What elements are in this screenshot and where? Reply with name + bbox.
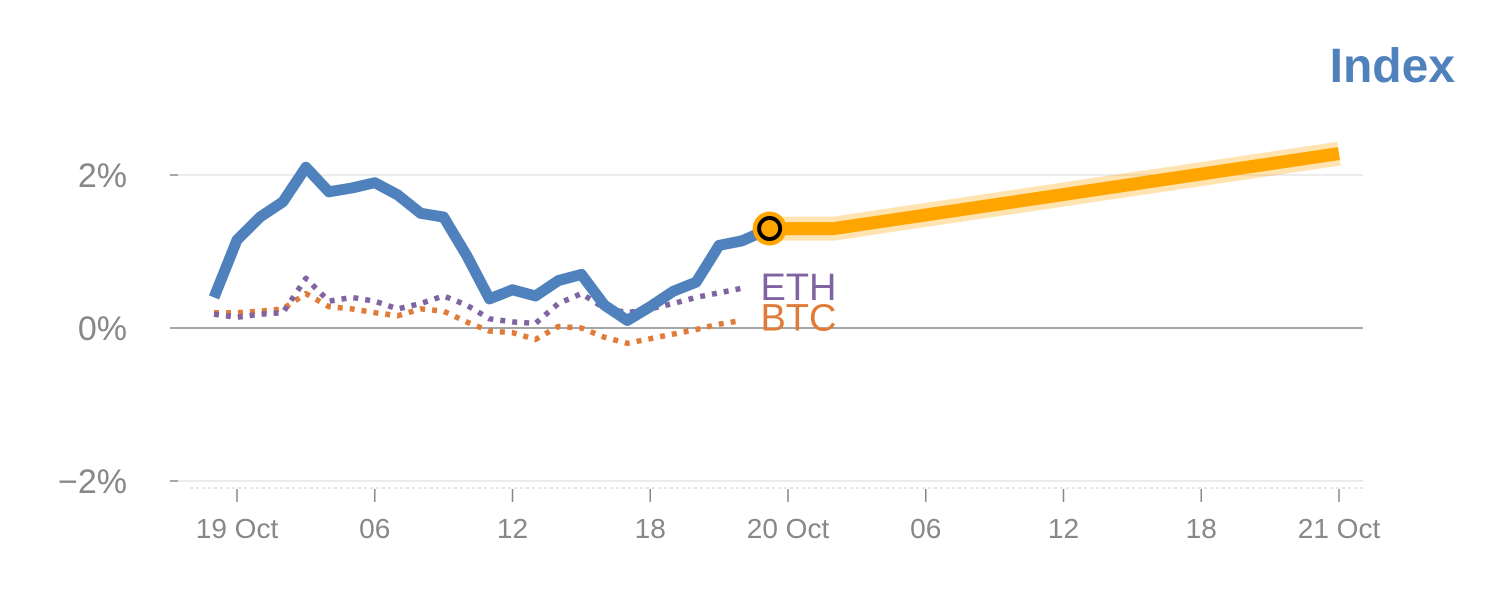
series-line-index xyxy=(208,161,772,326)
y-tick-label: 2% xyxy=(78,157,127,195)
series-label-eth: ETH xyxy=(760,267,836,309)
x-axis: 19 Oct 06 12 18 20 Oct 06 12 18 21 Oct xyxy=(190,487,1381,544)
x-tick-label: 06 xyxy=(910,513,941,544)
x-tick-label: 19 Oct xyxy=(196,513,279,544)
series-line-btc xyxy=(214,290,743,347)
x-tick-label: 12 xyxy=(497,513,528,544)
chart-title: Index xyxy=(1330,40,1456,93)
x-tick-label: 21 Oct xyxy=(1298,513,1381,544)
x-tick-label: 20 Oct xyxy=(747,513,830,544)
series-layer xyxy=(208,141,1341,347)
y-tick-label: 0% xyxy=(78,310,127,348)
x-tick-label: 06 xyxy=(359,513,390,544)
x-tick-label: 18 xyxy=(1186,513,1217,544)
y-tick-label: −2% xyxy=(58,463,127,501)
y-axis: 2% 0% −2% xyxy=(58,157,178,501)
forecast-line xyxy=(769,147,1340,236)
series-label-btc: BTC xyxy=(760,298,836,340)
x-tick-label: 12 xyxy=(1048,513,1079,544)
current-point-marker xyxy=(757,216,783,242)
x-tick-label: 18 xyxy=(635,513,666,544)
